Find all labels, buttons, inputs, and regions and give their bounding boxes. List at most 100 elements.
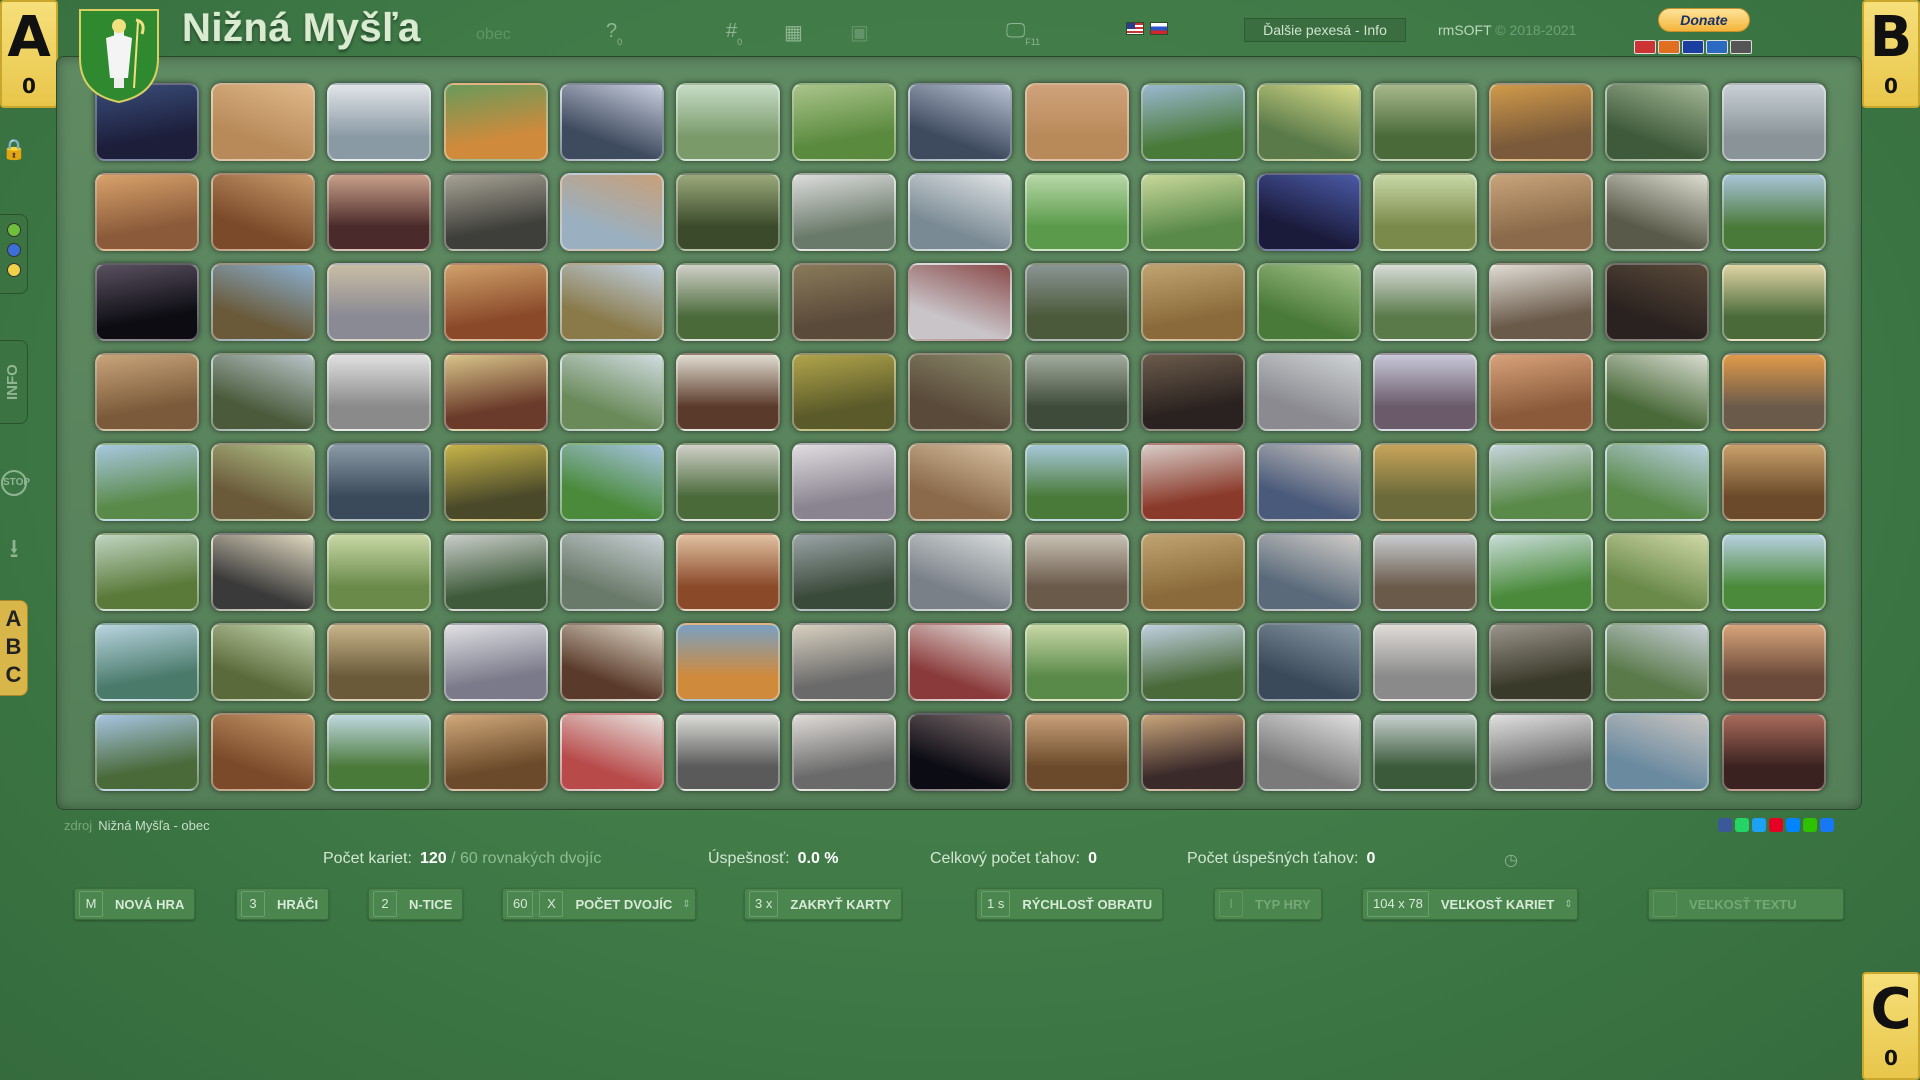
photo-card[interactable] bbox=[559, 263, 664, 341]
player-c-panel[interactable]: C 0 bbox=[1862, 972, 1920, 1080]
photo-card[interactable] bbox=[1373, 713, 1478, 791]
photo-card[interactable] bbox=[327, 353, 432, 431]
players-control[interactable]: 3 HRÁČI bbox=[236, 888, 330, 920]
photo-card[interactable] bbox=[792, 623, 897, 701]
photo-card[interactable] bbox=[1489, 443, 1594, 521]
photo-card[interactable] bbox=[908, 443, 1013, 521]
green-dot-icon[interactable] bbox=[6, 223, 21, 237]
photo-card[interactable] bbox=[1140, 623, 1245, 701]
donate-button[interactable]: Donate bbox=[1658, 8, 1750, 32]
photo-card[interactable] bbox=[675, 83, 780, 161]
photo-card[interactable] bbox=[559, 83, 664, 161]
photo-card[interactable] bbox=[1140, 173, 1245, 251]
photo-card[interactable] bbox=[1489, 713, 1594, 791]
source-name[interactable]: Nižná Myšľa - obec bbox=[98, 818, 210, 833]
photo-card[interactable] bbox=[95, 353, 199, 431]
photo-card[interactable] bbox=[675, 713, 780, 791]
photo-card[interactable] bbox=[95, 533, 199, 611]
photo-card[interactable] bbox=[559, 173, 664, 251]
help-icon[interactable]: ?0 bbox=[606, 20, 623, 47]
photo-card[interactable] bbox=[1721, 263, 1826, 341]
photo-card[interactable] bbox=[1373, 443, 1478, 521]
photo-card[interactable] bbox=[443, 83, 548, 161]
photo-card[interactable] bbox=[1140, 533, 1245, 611]
whatsapp-icon[interactable] bbox=[1735, 818, 1749, 832]
photo-card[interactable] bbox=[1489, 83, 1594, 161]
photo-card[interactable] bbox=[1140, 713, 1245, 791]
photo-card[interactable] bbox=[1256, 533, 1361, 611]
photo-card[interactable] bbox=[908, 263, 1013, 341]
photo-card[interactable] bbox=[559, 623, 664, 701]
photo-card[interactable] bbox=[792, 713, 897, 791]
photo-card[interactable] bbox=[559, 713, 664, 791]
slovak-flag-icon[interactable] bbox=[1150, 22, 1168, 35]
wechat-icon[interactable] bbox=[1803, 818, 1817, 832]
messenger-icon[interactable] bbox=[1786, 818, 1800, 832]
photo-card[interactable] bbox=[327, 443, 432, 521]
photo-card[interactable] bbox=[559, 533, 664, 611]
lock-icon[interactable]: 🔒 bbox=[1, 139, 27, 161]
photo-card[interactable] bbox=[1140, 353, 1245, 431]
photo-card[interactable] bbox=[1605, 263, 1710, 341]
facebook-icon[interactable] bbox=[1718, 818, 1732, 832]
pairs-count-control[interactable]: 60 X POČET DVOJÍC ⇕ bbox=[502, 888, 696, 920]
photo-card[interactable] bbox=[1024, 353, 1129, 431]
photo-card[interactable] bbox=[1024, 263, 1129, 341]
photo-card[interactable] bbox=[95, 713, 199, 791]
photo-card[interactable] bbox=[1373, 263, 1478, 341]
photo-card[interactable] bbox=[1489, 173, 1594, 251]
photo-card[interactable] bbox=[443, 713, 548, 791]
fullscreen-monitor-icon[interactable]: 🖵F11 bbox=[1006, 20, 1041, 47]
photo-card[interactable] bbox=[792, 83, 897, 161]
photo-card[interactable] bbox=[1605, 713, 1710, 791]
photo-card[interactable] bbox=[1721, 533, 1826, 611]
photo-card[interactable] bbox=[327, 623, 432, 701]
photo-card[interactable] bbox=[1489, 533, 1594, 611]
twitter-icon[interactable] bbox=[1752, 818, 1766, 832]
photo-card[interactable] bbox=[675, 443, 780, 521]
players-value[interactable]: 3 bbox=[241, 891, 265, 917]
photo-card[interactable] bbox=[443, 353, 548, 431]
photo-card[interactable] bbox=[1024, 533, 1129, 611]
photo-card[interactable] bbox=[908, 83, 1013, 161]
yellow-dot-icon[interactable] bbox=[6, 263, 21, 277]
photo-card[interactable] bbox=[1721, 83, 1826, 161]
photo-card[interactable] bbox=[1489, 353, 1594, 431]
photo-card[interactable] bbox=[1256, 83, 1361, 161]
photo-card[interactable] bbox=[1024, 713, 1129, 791]
hide-cards-value[interactable]: 3 x bbox=[749, 891, 779, 917]
photo-card[interactable] bbox=[1256, 443, 1361, 521]
photo-card[interactable] bbox=[1024, 443, 1129, 521]
player-b-panel[interactable]: B 0 bbox=[1862, 0, 1920, 108]
photo-card[interactable] bbox=[1256, 173, 1361, 251]
photo-card[interactable] bbox=[443, 263, 548, 341]
photo-card[interactable] bbox=[1373, 533, 1478, 611]
hash-icon[interactable]: #0 bbox=[726, 20, 743, 47]
photo-card[interactable] bbox=[559, 353, 664, 431]
new-game-button[interactable]: M NOVÁ HRA bbox=[74, 888, 196, 920]
more-games-info-button[interactable]: Ďalšie pexesá - Info bbox=[1244, 18, 1406, 42]
photo-card[interactable] bbox=[1373, 353, 1478, 431]
photo-card[interactable] bbox=[327, 173, 432, 251]
n-tuples-control[interactable]: 2 N-TICE bbox=[368, 888, 464, 920]
photo-card[interactable] bbox=[559, 443, 664, 521]
photo-card[interactable] bbox=[211, 173, 316, 251]
photo-card[interactable] bbox=[1721, 623, 1826, 701]
photo-card[interactable] bbox=[675, 173, 780, 251]
photo-card[interactable] bbox=[908, 623, 1013, 701]
color-dots[interactable] bbox=[0, 214, 28, 294]
photo-card[interactable] bbox=[1140, 443, 1245, 521]
photo-card[interactable] bbox=[443, 533, 548, 611]
photo-card[interactable] bbox=[1024, 83, 1129, 161]
photo-card[interactable] bbox=[792, 173, 897, 251]
pattern-icon[interactable]: ▦ bbox=[784, 22, 803, 44]
photo-card[interactable] bbox=[908, 173, 1013, 251]
photo-card[interactable] bbox=[792, 443, 897, 521]
photo-card[interactable] bbox=[95, 443, 199, 521]
photo-card[interactable] bbox=[908, 353, 1013, 431]
photo-card[interactable] bbox=[1256, 263, 1361, 341]
flip-speed-value[interactable]: 1 s bbox=[981, 891, 1011, 917]
photo-card[interactable] bbox=[327, 533, 432, 611]
photo-card[interactable] bbox=[95, 173, 199, 251]
photo-card[interactable] bbox=[1721, 353, 1826, 431]
